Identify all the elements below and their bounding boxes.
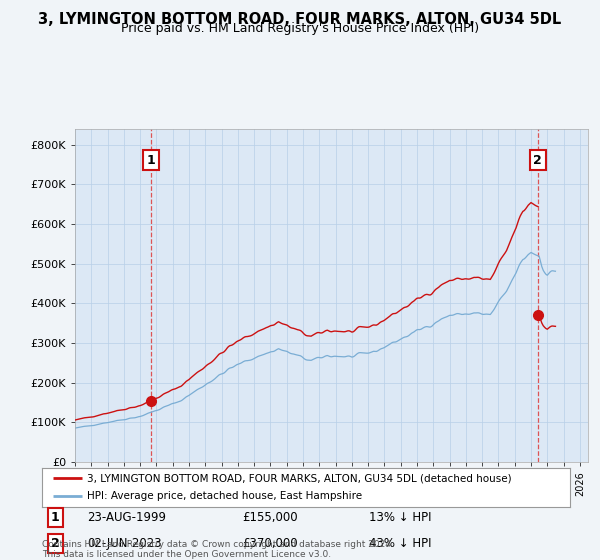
Text: 13% ↓ HPI: 13% ↓ HPI: [370, 511, 432, 524]
Text: 02-JUN-2023: 02-JUN-2023: [87, 537, 161, 550]
Text: £370,000: £370,000: [242, 537, 298, 550]
Text: 43% ↓ HPI: 43% ↓ HPI: [370, 537, 432, 550]
Text: 2: 2: [51, 537, 59, 550]
Text: 1: 1: [146, 154, 155, 167]
Text: 3, LYMINGTON BOTTOM ROAD, FOUR MARKS, ALTON, GU34 5DL: 3, LYMINGTON BOTTOM ROAD, FOUR MARKS, AL…: [38, 12, 562, 27]
Text: 3, LYMINGTON BOTTOM ROAD, FOUR MARKS, ALTON, GU34 5DL (detached house): 3, LYMINGTON BOTTOM ROAD, FOUR MARKS, AL…: [87, 473, 512, 483]
Text: Contains HM Land Registry data © Crown copyright and database right 2024.
This d: Contains HM Land Registry data © Crown c…: [42, 540, 394, 559]
Text: 23-AUG-1999: 23-AUG-1999: [87, 511, 166, 524]
Text: 1: 1: [51, 511, 59, 524]
Text: £155,000: £155,000: [242, 511, 298, 524]
Text: 2: 2: [533, 154, 542, 167]
Text: HPI: Average price, detached house, East Hampshire: HPI: Average price, detached house, East…: [87, 491, 362, 501]
Text: Price paid vs. HM Land Registry's House Price Index (HPI): Price paid vs. HM Land Registry's House …: [121, 22, 479, 35]
